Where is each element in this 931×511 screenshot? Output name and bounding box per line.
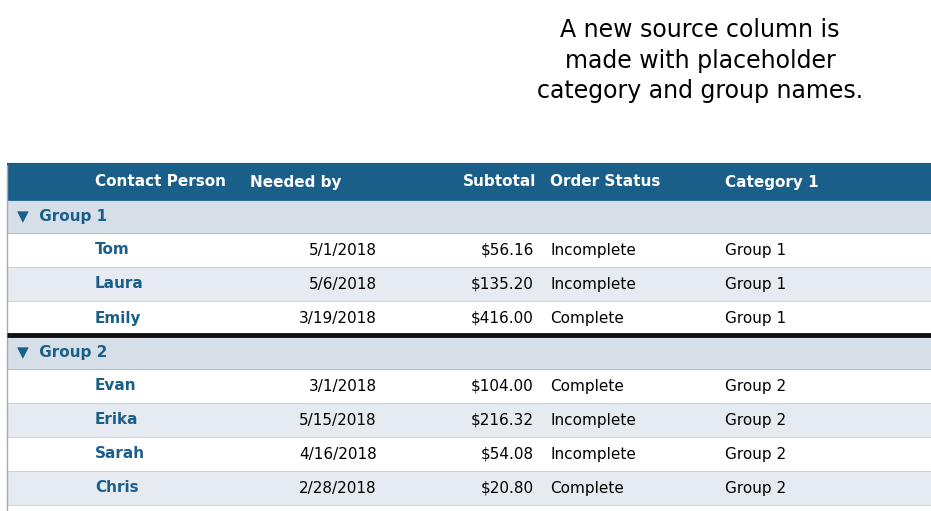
Bar [242,505,387,511]
Text: Laura: Laura [95,276,143,291]
Text: 4/16/2018: 4/16/2018 [299,447,377,461]
Bar [387,233,542,267]
Bar [717,369,931,403]
Bar [387,165,542,199]
Text: Chris: Chris [95,480,139,496]
Text: 5/6/2018: 5/6/2018 [309,276,377,291]
Text: Group 2: Group 2 [725,447,786,461]
Text: Order Status: Order Status [550,174,660,190]
Bar [542,165,717,199]
Text: $216.32: $216.32 [471,412,534,428]
Bar [242,301,387,335]
Text: Complete: Complete [550,379,624,393]
Bar [7,165,87,199]
Bar [542,369,717,403]
Bar [717,301,931,335]
Bar [7,369,87,403]
Bar [7,403,87,437]
Bar [542,471,717,505]
Bar [242,471,387,505]
Bar [242,437,387,471]
Text: Category 1: Category 1 [725,174,818,190]
Bar [717,437,931,471]
Bar [542,233,717,267]
Bar [242,403,387,437]
Text: 2/28/2018: 2/28/2018 [300,480,377,496]
Bar [542,505,717,511]
Bar [542,267,717,301]
Bar [87,301,242,335]
Bar [387,301,542,335]
Bar [717,233,931,267]
Bar [717,505,931,511]
Text: Sarah: Sarah [95,447,145,461]
Text: 3/1/2018: 3/1/2018 [309,379,377,393]
Text: 5/15/2018: 5/15/2018 [300,412,377,428]
Text: Group 2: Group 2 [725,412,786,428]
Bar [242,369,387,403]
Bar [387,505,542,511]
Bar [717,267,931,301]
Text: Incomplete: Incomplete [550,447,636,461]
Bar [87,165,242,199]
Bar [7,335,931,369]
Text: Contact Person: Contact Person [95,174,226,190]
Bar [7,437,87,471]
Text: Incomplete: Incomplete [550,412,636,428]
Text: Incomplete: Incomplete [550,243,636,258]
Text: Group 1: Group 1 [725,276,786,291]
Bar [7,505,87,511]
Text: Evan: Evan [95,379,137,393]
Text: $56.16: $56.16 [480,243,534,258]
Text: Erika: Erika [95,412,139,428]
Text: Group 2: Group 2 [725,480,786,496]
Text: Group 1: Group 1 [725,243,786,258]
Bar [387,437,542,471]
Text: Subtotal: Subtotal [463,174,536,190]
Bar [717,471,931,505]
Bar [542,437,717,471]
Bar [542,301,717,335]
Bar [87,403,242,437]
Bar [242,233,387,267]
Text: 3/19/2018: 3/19/2018 [299,311,377,326]
Bar [7,267,87,301]
Bar [542,403,717,437]
Bar [87,471,242,505]
Text: ▼  Group 2: ▼ Group 2 [17,344,107,360]
Text: Tom: Tom [95,243,129,258]
Bar [387,369,542,403]
Bar [87,233,242,267]
Bar [7,301,87,335]
Text: Incomplete: Incomplete [550,276,636,291]
Bar [387,403,542,437]
Text: Complete: Complete [550,311,624,326]
Bar [717,403,931,437]
Bar [387,267,542,301]
Bar [7,199,931,233]
Text: ▼  Group 1: ▼ Group 1 [17,208,107,223]
Text: A new source column is
made with placeholder
category and group names.: A new source column is made with placeho… [537,18,863,103]
Text: 5/1/2018: 5/1/2018 [309,243,377,258]
Bar [717,165,931,199]
Bar [87,505,242,511]
Bar [87,437,242,471]
Bar [242,165,387,199]
Bar [387,471,542,505]
Text: $54.08: $54.08 [481,447,534,461]
Text: Group 1: Group 1 [725,311,786,326]
Text: $416.00: $416.00 [471,311,534,326]
Text: Needed by: Needed by [250,174,342,190]
Bar [87,369,242,403]
Bar [87,267,242,301]
Bar [7,233,87,267]
Text: Complete: Complete [550,480,624,496]
Text: $135.20: $135.20 [471,276,534,291]
Text: $104.00: $104.00 [471,379,534,393]
Bar [242,267,387,301]
Bar [7,471,87,505]
Text: $20.80: $20.80 [481,480,534,496]
Text: Emily: Emily [95,311,142,326]
Text: Group 2: Group 2 [725,379,786,393]
